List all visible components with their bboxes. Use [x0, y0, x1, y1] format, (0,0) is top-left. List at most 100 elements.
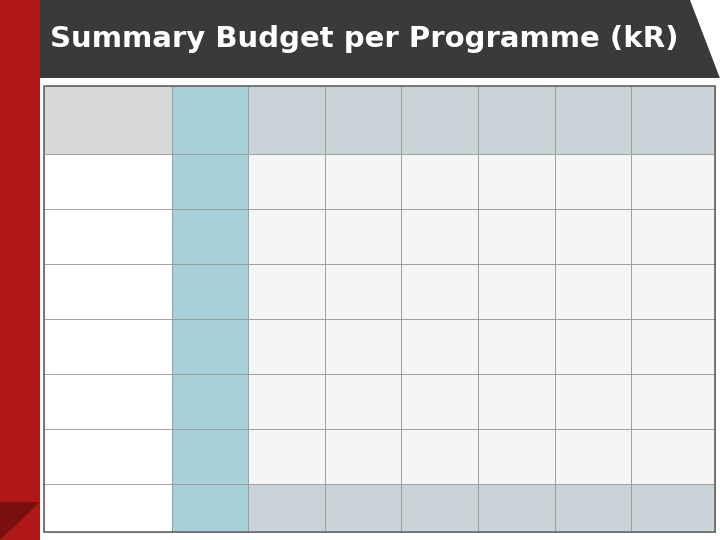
Text: 7 215: 7 215	[193, 395, 227, 408]
Bar	[248, 319, 325, 374]
Bar	[171, 429, 248, 484]
Text: 2 692: 2 692	[346, 175, 380, 188]
Text: Contact
Centers: Contact Centers	[652, 110, 695, 131]
Bar	[478, 319, 554, 374]
Bar	[554, 374, 631, 429]
Polygon shape	[0, 0, 720, 78]
Bar	[325, 86, 401, 154]
Bar	[44, 429, 171, 484]
Bar	[631, 264, 715, 319]
Text: -: -	[514, 450, 518, 463]
Text: -: -	[514, 395, 518, 408]
Text: -: -	[671, 340, 675, 353]
Text: 30 775: 30 775	[341, 502, 385, 515]
Text: 16 800: 16 800	[417, 502, 462, 515]
Bar	[0, 0, 40, 78]
Bar	[44, 374, 171, 429]
Text: 10 465: 10 465	[570, 502, 616, 515]
Bar	[631, 484, 715, 532]
Bar	[248, 484, 325, 532]
Bar	[401, 209, 478, 264]
Bar	[44, 319, 171, 374]
Text: Office of the
CEO: Office of the CEO	[45, 171, 114, 192]
Text: 67 890: 67 890	[264, 502, 309, 515]
Text: Opera-
tional: Opera- tional	[420, 110, 459, 131]
Text: 1 500: 1 500	[423, 175, 456, 188]
Text: 20 397: 20 397	[266, 285, 307, 298]
Bar	[171, 374, 248, 429]
Bar	[171, 154, 248, 209]
Text: 8 850: 8 850	[657, 285, 690, 298]
Text: 6 360: 6 360	[423, 450, 456, 463]
Bar	[0, 78, 40, 540]
Text: 3 270: 3 270	[346, 340, 380, 353]
Bar	[325, 429, 401, 484]
Text: -: -	[671, 395, 675, 408]
Bar	[631, 154, 715, 209]
Bar	[325, 209, 401, 264]
Bar	[554, 429, 631, 484]
Text: Procurement
&
Delivery: Procurement & Delivery	[45, 385, 117, 418]
Bar	[248, 154, 325, 209]
Bar	[401, 319, 478, 374]
Text: Actual
06/07: Actual 06/07	[192, 110, 228, 131]
Text: 5 596: 5 596	[193, 285, 227, 298]
Text: Summary Budget per Programme (kR): Summary Budget per Programme (kR)	[50, 25, 678, 53]
Text: 952: 952	[582, 450, 604, 463]
Text: 522: 522	[582, 340, 604, 353]
Bar	[248, 374, 325, 429]
Bar	[325, 319, 401, 374]
Text: PROGRAMME: PROGRAMME	[45, 115, 127, 125]
Text: Industry
Performance: Industry Performance	[45, 336, 117, 357]
Text: 4 277: 4 277	[346, 395, 380, 408]
Polygon shape	[0, 502, 40, 540]
Bar	[401, 154, 478, 209]
Text: 8 850: 8 850	[654, 502, 692, 515]
Text: Growth &
Contractor
Development: Growth & Contractor Development	[45, 275, 120, 308]
Text: Capital
Items: Capital Items	[497, 110, 536, 131]
Text: Corporate
Services: Corporate Services	[45, 226, 101, 247]
Bar	[325, 154, 401, 209]
Text: 9 418: 9 418	[193, 230, 227, 243]
Bar	[401, 374, 478, 429]
Bar	[401, 429, 478, 484]
Text: 795: 795	[582, 395, 604, 408]
Bar	[554, 319, 631, 374]
Bar	[554, 154, 631, 209]
Text: 10 088: 10 088	[343, 285, 384, 298]
Text: Total
07/08: Total 07/08	[271, 110, 302, 131]
Bar	[478, 374, 554, 429]
Text: 14 050: 14 050	[189, 450, 230, 463]
Bar	[171, 319, 248, 374]
Text: 14 234: 14 234	[266, 450, 307, 463]
Text: Admin
Costs: Admin Costs	[575, 110, 611, 131]
Bar	[631, 429, 715, 484]
Bar	[248, 264, 325, 319]
Bar	[325, 374, 401, 429]
Bar	[478, 86, 554, 154]
Bar	[44, 209, 171, 264]
Bar	[478, 154, 554, 209]
Bar	[631, 374, 715, 429]
Bar	[248, 86, 325, 154]
Bar	[631, 319, 715, 374]
Text: Staff: Staff	[350, 115, 377, 125]
Text: 13 638: 13 638	[266, 230, 307, 243]
Bar	[554, 209, 631, 264]
Bar	[171, 209, 248, 264]
Text: -: -	[514, 340, 518, 353]
Text: 4 104: 4 104	[193, 175, 227, 188]
Text: 4 500: 4 500	[423, 395, 456, 408]
Text: -: -	[514, 285, 518, 298]
Text: 1 900: 1 900	[423, 230, 456, 243]
Bar	[248, 429, 325, 484]
Text: Registers: Registers	[45, 451, 97, 461]
Bar	[631, 86, 715, 154]
Bar	[171, 86, 248, 154]
Text: 4 129: 4 129	[193, 340, 227, 353]
Text: 459: 459	[582, 285, 604, 298]
Bar	[631, 209, 715, 264]
Bar	[401, 264, 478, 319]
Bar	[44, 86, 171, 154]
Bar	[554, 264, 631, 319]
